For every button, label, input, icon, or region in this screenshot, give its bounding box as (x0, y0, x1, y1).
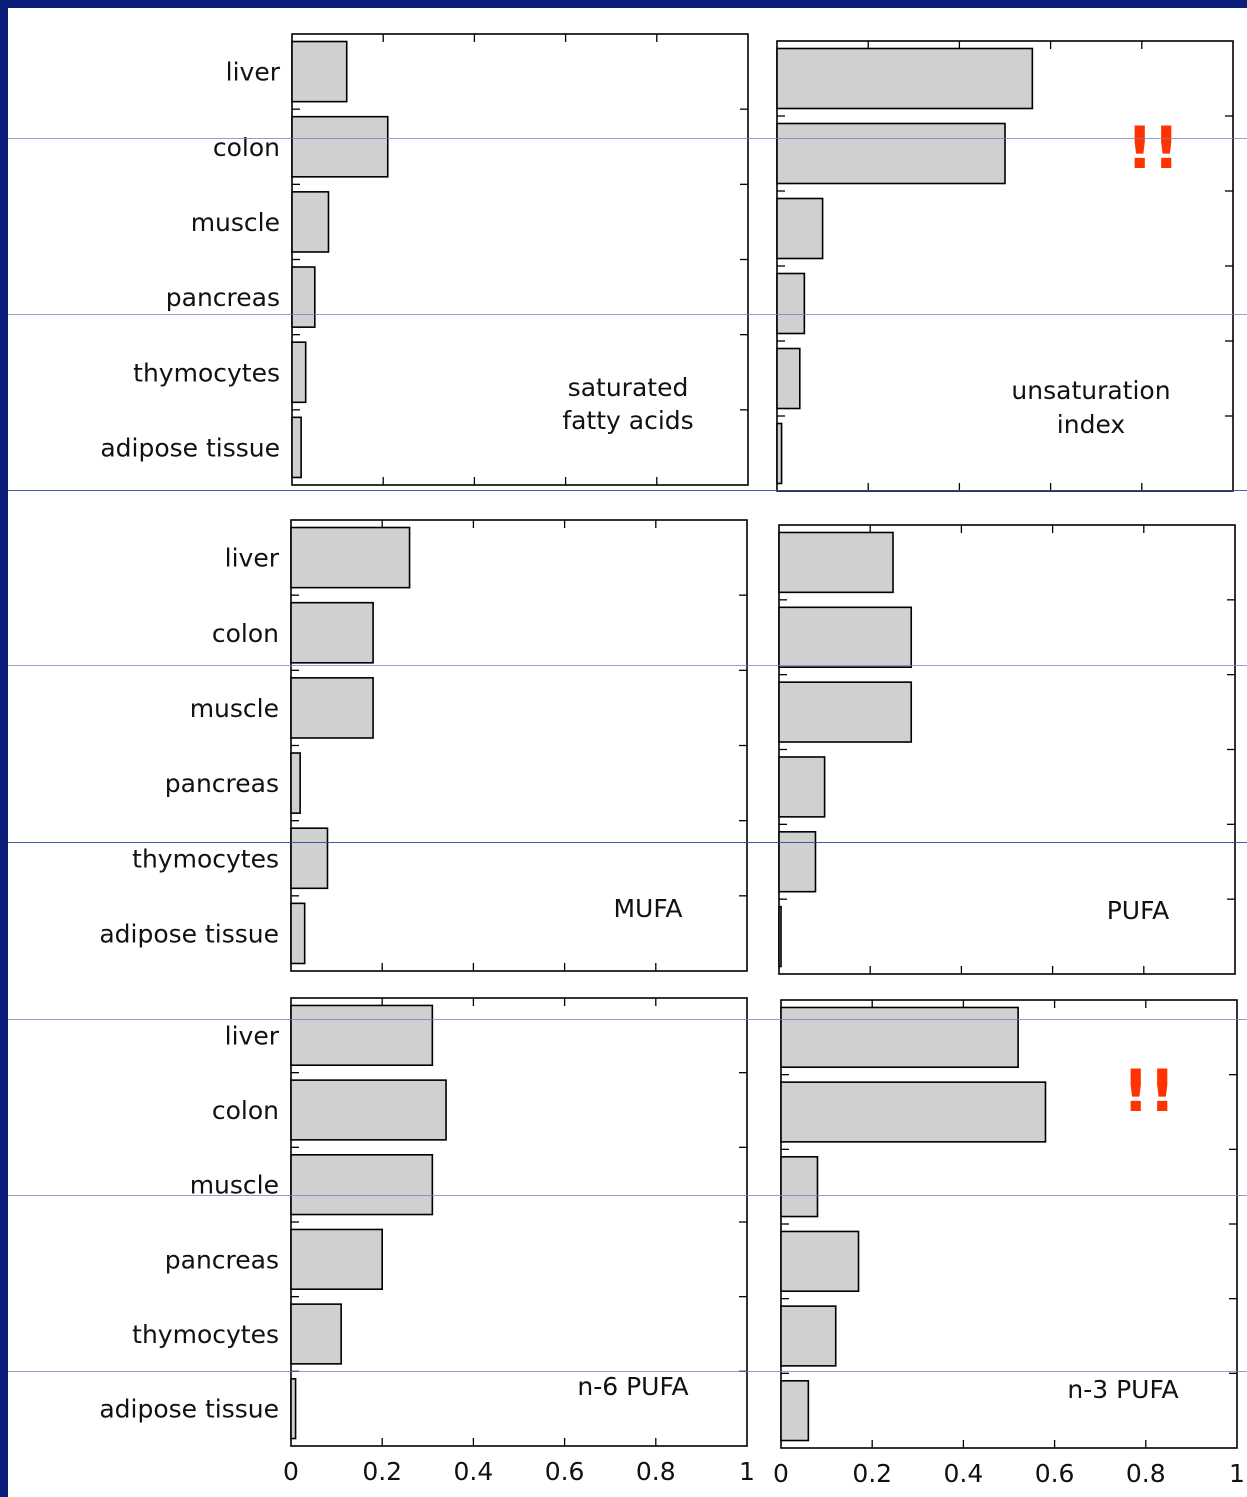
x-tick-label: 0.6 (1035, 1459, 1075, 1488)
x-tick-label: 0.2 (362, 1457, 402, 1486)
slide-guide-line (8, 1019, 1247, 1020)
bar (291, 416, 302, 479)
x-tick-label: 0.8 (1126, 1459, 1166, 1488)
slide-guide-line (8, 665, 1247, 666)
panel-label: MUFA (613, 894, 682, 923)
bar (776, 272, 806, 335)
bar (290, 1228, 383, 1291)
bar (776, 347, 801, 410)
slide-guide-line (8, 138, 1247, 139)
panel-label: n-6 PUFA (577, 1372, 688, 1401)
bar (291, 266, 316, 328)
bar-chart-figure: liver colon muscle pancreas thymocytes adipos… (99, 33, 1245, 1488)
bar (776, 122, 1006, 185)
x-tick-label: 0.6 (545, 1457, 585, 1486)
bar (290, 601, 374, 664)
category-label: adipose tissue (100, 433, 280, 462)
slide-guide-line (8, 314, 1247, 315)
category-label: thymocytes (133, 358, 280, 387)
category-label: colon (212, 619, 279, 648)
annotation-mark: !! (1123, 1057, 1176, 1125)
category-label: pancreas (165, 1245, 279, 1274)
bar (780, 1380, 810, 1442)
x-tick-label: 1 (739, 1457, 755, 1486)
category-label: muscle (191, 208, 280, 237)
slide-guide-line (8, 490, 1247, 491)
x-tick-label: 0.8 (636, 1457, 676, 1486)
category-label: colon (212, 1096, 279, 1125)
x-tick-label: 0.4 (944, 1459, 984, 1488)
category-label: liver (225, 544, 280, 573)
annotation-mark: !! (1127, 114, 1180, 182)
slide-guide-line (8, 1371, 1247, 1372)
bar (780, 1230, 860, 1293)
bar (778, 905, 782, 968)
bar (291, 191, 330, 253)
bar (778, 531, 894, 594)
panel-label: n-3 PUFA (1067, 1375, 1178, 1404)
category-label: adipose tissue (99, 919, 279, 948)
category-label: liver (225, 1021, 280, 1050)
bar (290, 1378, 297, 1440)
bar (778, 756, 826, 818)
category-label: colon (213, 133, 280, 162)
slide-guide-line (8, 842, 1247, 843)
bar (291, 40, 348, 103)
category-label: thymocytes (132, 1320, 279, 1349)
bar (290, 1004, 434, 1067)
bar (290, 526, 411, 589)
bar (776, 422, 783, 485)
bar (290, 827, 329, 890)
category-label: adipose tissue (99, 1395, 279, 1424)
bar (778, 831, 817, 893)
bar (778, 681, 913, 743)
bar (776, 47, 1034, 110)
category-label: pancreas (166, 283, 280, 312)
panel-label: saturated (568, 373, 689, 402)
bar (291, 115, 389, 178)
bar (290, 752, 301, 814)
category-label: pancreas (165, 769, 279, 798)
bar (778, 606, 913, 668)
bar (290, 1154, 434, 1216)
panel-label: unsaturation (1011, 376, 1170, 405)
category-label: liver (226, 58, 281, 87)
panel-label: fatty acids (562, 406, 693, 435)
bar (290, 1303, 342, 1365)
category-label: thymocytes (132, 844, 279, 873)
slide-guide-line (8, 1195, 1247, 1196)
x-tick-label: 0 (773, 1459, 789, 1488)
bar (780, 1305, 837, 1367)
x-tick-label: 0 (283, 1457, 299, 1486)
bar (780, 1156, 819, 1218)
x-tick-label: 0.4 (454, 1457, 494, 1486)
bar (290, 677, 374, 739)
bar (780, 1006, 1019, 1069)
bar (780, 1081, 1047, 1143)
bar (290, 902, 306, 965)
bar (291, 341, 307, 404)
category-label: muscle (190, 694, 279, 723)
panel-label: index (1057, 410, 1125, 439)
x-tick-label: 0.2 (852, 1459, 892, 1488)
panel-label: PUFA (1107, 896, 1170, 925)
bar (776, 197, 824, 260)
category-label: muscle (190, 1171, 279, 1200)
bar (290, 1079, 447, 1141)
slide: liver colon muscle pancreas thymocytes adipos… (8, 8, 1247, 1497)
x-tick-label: 1 (1229, 1459, 1245, 1488)
